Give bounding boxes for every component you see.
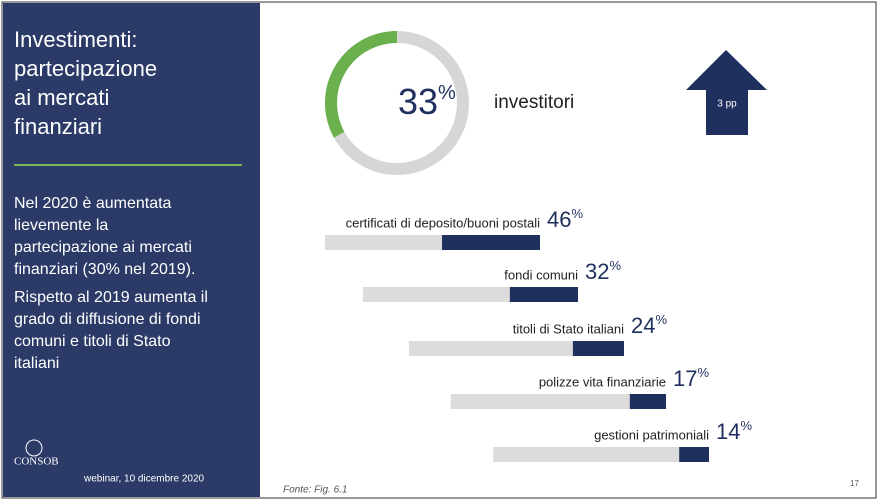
sidebar-body: comuni e titoli di Stato xyxy=(14,333,171,350)
logo: CONSOB xyxy=(14,456,59,468)
footer: webinar, 10 dicembre 2020 xyxy=(83,474,205,485)
sidebar-body: grado di diffusione di fondi xyxy=(14,311,201,328)
bar-value: 17% xyxy=(673,365,709,390)
sidebar-title: Investimenti: xyxy=(14,27,138,52)
bar xyxy=(572,341,624,356)
donut-number: 33 xyxy=(398,81,438,122)
donut-unit: % xyxy=(438,82,456,104)
bar-category: titoli di Stato italiani xyxy=(513,321,624,336)
logo-emblem xyxy=(25,439,43,457)
sidebar-body: finanziari (30% nel 2019). xyxy=(14,261,195,278)
sidebar-body: italiani xyxy=(14,355,59,372)
bar-unit: % xyxy=(571,206,583,221)
donut-label: investitori xyxy=(494,92,574,113)
sidebar-body: Nel 2020 è aumentata xyxy=(14,195,172,212)
sidebar-title: finanziari xyxy=(14,114,102,139)
bar xyxy=(442,235,540,250)
donut-arc xyxy=(325,31,398,138)
bar-value: 46% xyxy=(547,206,583,231)
bar-unit: % xyxy=(740,418,752,433)
bar-unit: % xyxy=(609,258,621,273)
bar-number: 46 xyxy=(547,207,571,232)
bar-number: 24 xyxy=(631,313,655,338)
bar-category: polizze vita finanziarie xyxy=(539,374,666,389)
sidebar-body: lievemente la xyxy=(14,217,108,234)
bar-track xyxy=(493,447,680,462)
bar-value: 32% xyxy=(585,258,621,283)
sidebar-body: Rispetto al 2019 aumenta il xyxy=(14,289,208,306)
page-number: 17 xyxy=(850,479,859,488)
bar-number: 17 xyxy=(673,366,697,391)
sidebar-title: partecipazione xyxy=(14,56,157,81)
bar-track xyxy=(450,394,630,409)
source: Fonte: Fig. 6.1 xyxy=(283,485,347,496)
bar-category: fondi comuni xyxy=(504,267,578,282)
bar-unit: % xyxy=(655,312,667,327)
bar-track xyxy=(362,287,510,302)
sidebar xyxy=(3,3,260,497)
bar xyxy=(679,447,709,462)
bar-value: 14% xyxy=(716,418,752,443)
bar-unit: % xyxy=(697,365,709,380)
bar-number: 32 xyxy=(585,259,609,284)
bar-category: gestioni patrimoniali xyxy=(594,427,709,442)
bar-track xyxy=(325,235,443,250)
bar xyxy=(509,287,578,302)
bar-number: 14 xyxy=(716,419,740,444)
bar-track xyxy=(408,341,573,356)
sidebar-title: ai mercati xyxy=(14,85,109,110)
donut-value: 33% xyxy=(398,81,456,122)
bar xyxy=(629,394,666,409)
change-label: 3 pp xyxy=(717,99,737,110)
sidebar-body: partecipazione ai mercati xyxy=(14,239,192,256)
bar-category: certificati di deposito/buoni postali xyxy=(346,215,541,230)
arrow xyxy=(686,50,767,135)
bar-value: 24% xyxy=(631,312,667,337)
